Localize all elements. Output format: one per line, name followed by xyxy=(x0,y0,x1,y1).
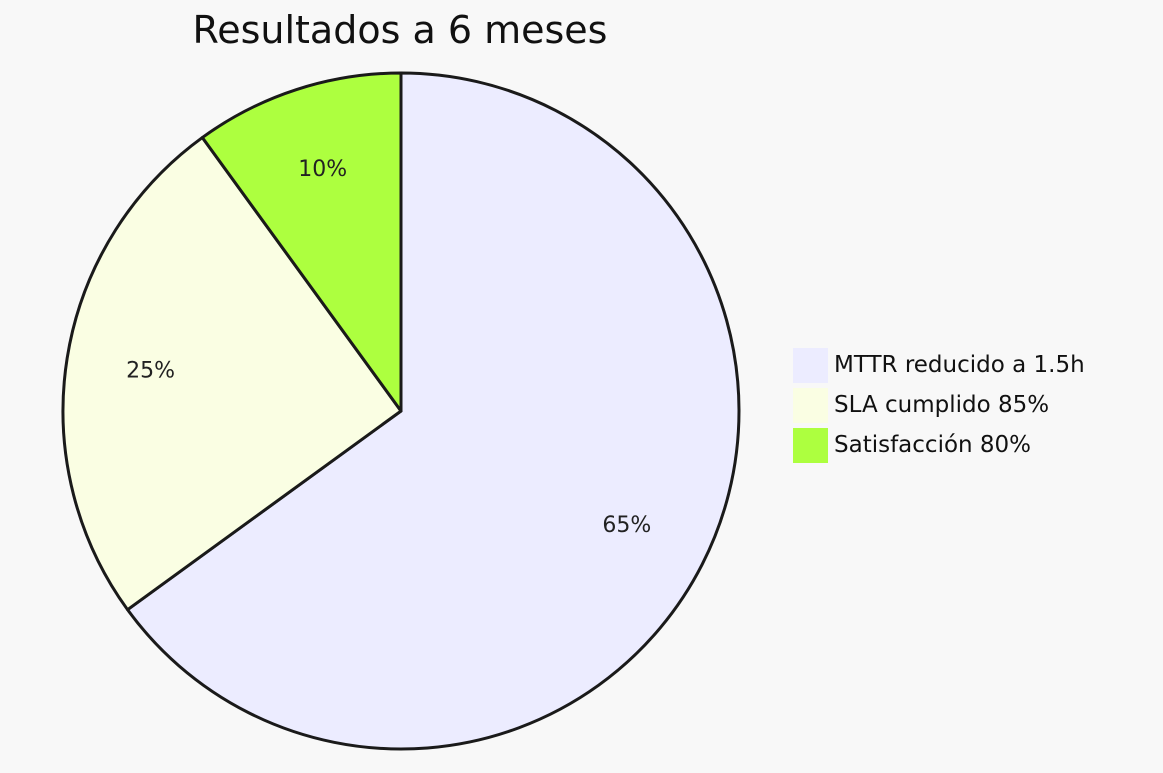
pie-slice xyxy=(200,71,403,413)
legend-label: MTTR reducido a 1.5h xyxy=(834,352,1085,378)
legend-swatch xyxy=(793,427,828,463)
slice-percent-label: 25% xyxy=(126,358,175,383)
pie-slice xyxy=(126,71,741,751)
legend-swatch xyxy=(793,387,828,423)
legend-label: Satisfacción 80% xyxy=(834,432,1032,458)
legend-item: Satisfacción 80% xyxy=(793,425,1085,465)
legend-item: SLA cumplido 85% xyxy=(793,385,1085,425)
pie-slice-labels: 65% 25% 10% xyxy=(126,157,651,538)
pie-slices xyxy=(61,71,741,751)
slice-percent-label: 65% xyxy=(602,513,651,538)
pie-chart: 65% 25% 10% xyxy=(61,71,741,751)
slice-percent-label: 10% xyxy=(298,157,347,182)
chart-title: Resultados a 6 meses xyxy=(192,8,608,52)
legend-swatch xyxy=(793,347,828,383)
chart-legend: MTTR reducido a 1.5h SLA cumplido 85% Sati… xyxy=(793,345,1085,465)
pie-slice xyxy=(61,136,403,612)
legend-item: MTTR reducido a 1.5h xyxy=(793,345,1085,385)
legend-label: SLA cumplido 85% xyxy=(834,392,1050,418)
